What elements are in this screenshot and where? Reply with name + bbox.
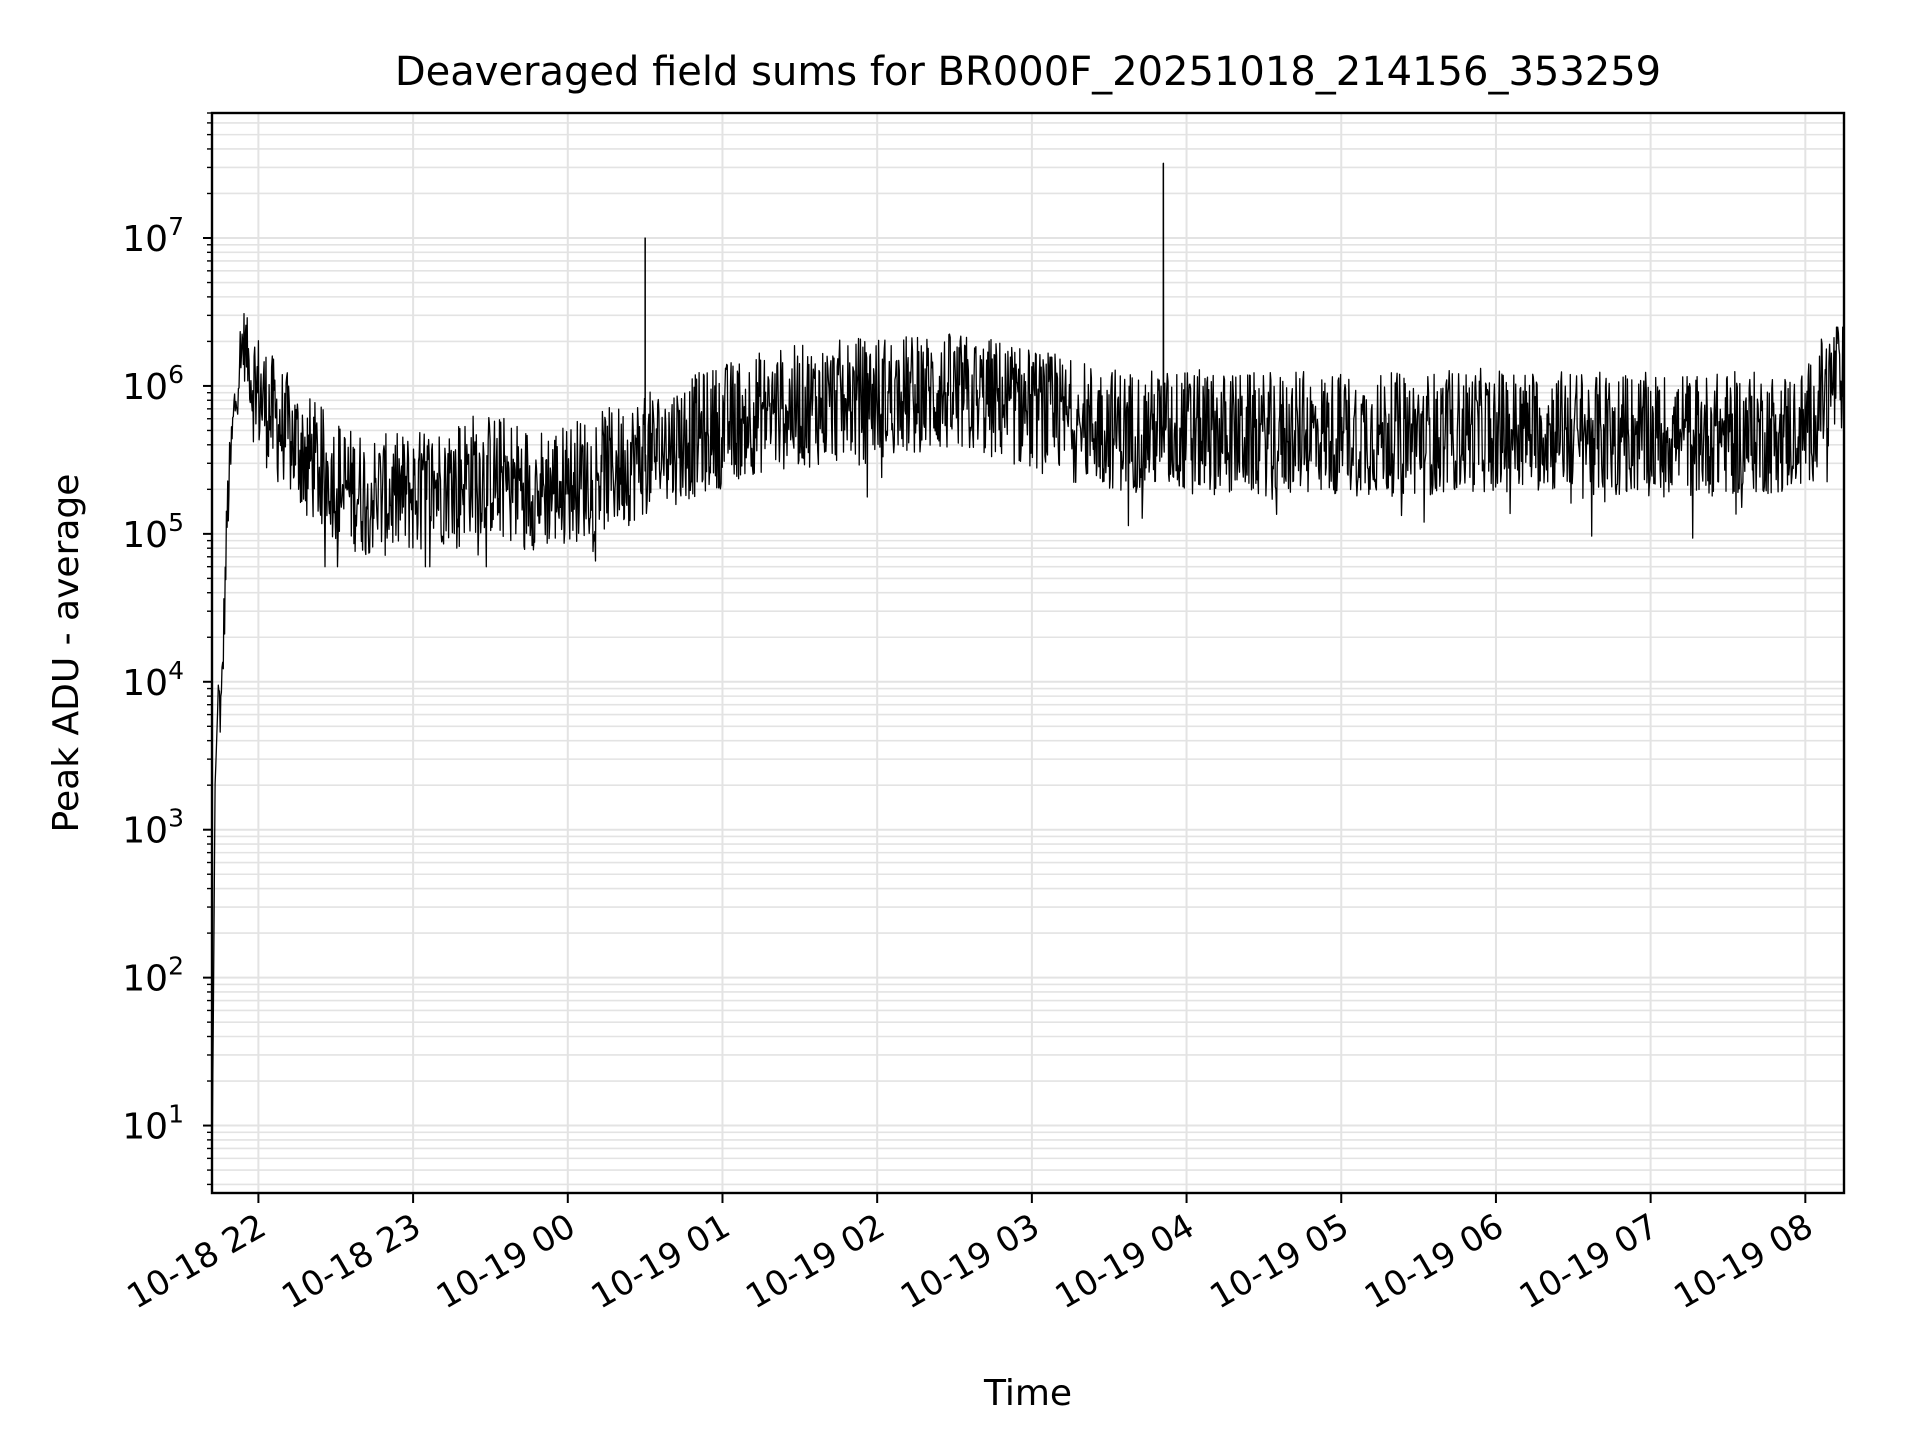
y-tick-label-exponent: 3 [168, 804, 184, 833]
series-field-sums [211, 162, 1845, 1185]
y-tick-label-exponent: 2 [168, 952, 184, 981]
y-tick-label-exponent: 5 [168, 508, 184, 537]
y-tick-label: 103 [122, 804, 184, 852]
y-tick-label-exponent: 6 [168, 360, 184, 389]
y-tick-label: 107 [122, 212, 184, 260]
y-tick-label-exponent: 1 [168, 1100, 184, 1129]
y-tick-label-base: 10 [122, 663, 168, 704]
y-tick-label-base: 10 [122, 219, 168, 260]
y-tick-label-base: 10 [122, 811, 168, 852]
y-axis-label: Peak ADU - average [46, 474, 87, 833]
series-line [211, 162, 1845, 1185]
y-tick-label: 106 [122, 360, 184, 408]
y-tick-label-base: 10 [122, 515, 168, 556]
plot-area-frame [210, 111, 1846, 1195]
y-tick-label: 101 [122, 1100, 184, 1148]
grid [212, 112, 1844, 1193]
y-tick-label-exponent: 7 [168, 212, 184, 241]
x-axis-label: Time [983, 1373, 1072, 1414]
y-tick-label: 104 [122, 656, 184, 704]
y-tick-label-base: 10 [122, 959, 168, 1000]
chart-title: Deaveraged field sums for BR000F_2025101… [395, 49, 1661, 95]
y-tick-label: 102 [122, 952, 184, 1000]
y-tick-label-exponent: 4 [168, 656, 184, 685]
y-tick-label-base: 10 [122, 1107, 168, 1148]
y-tick-label-base: 10 [122, 367, 168, 408]
y-tick-label: 105 [122, 508, 184, 556]
